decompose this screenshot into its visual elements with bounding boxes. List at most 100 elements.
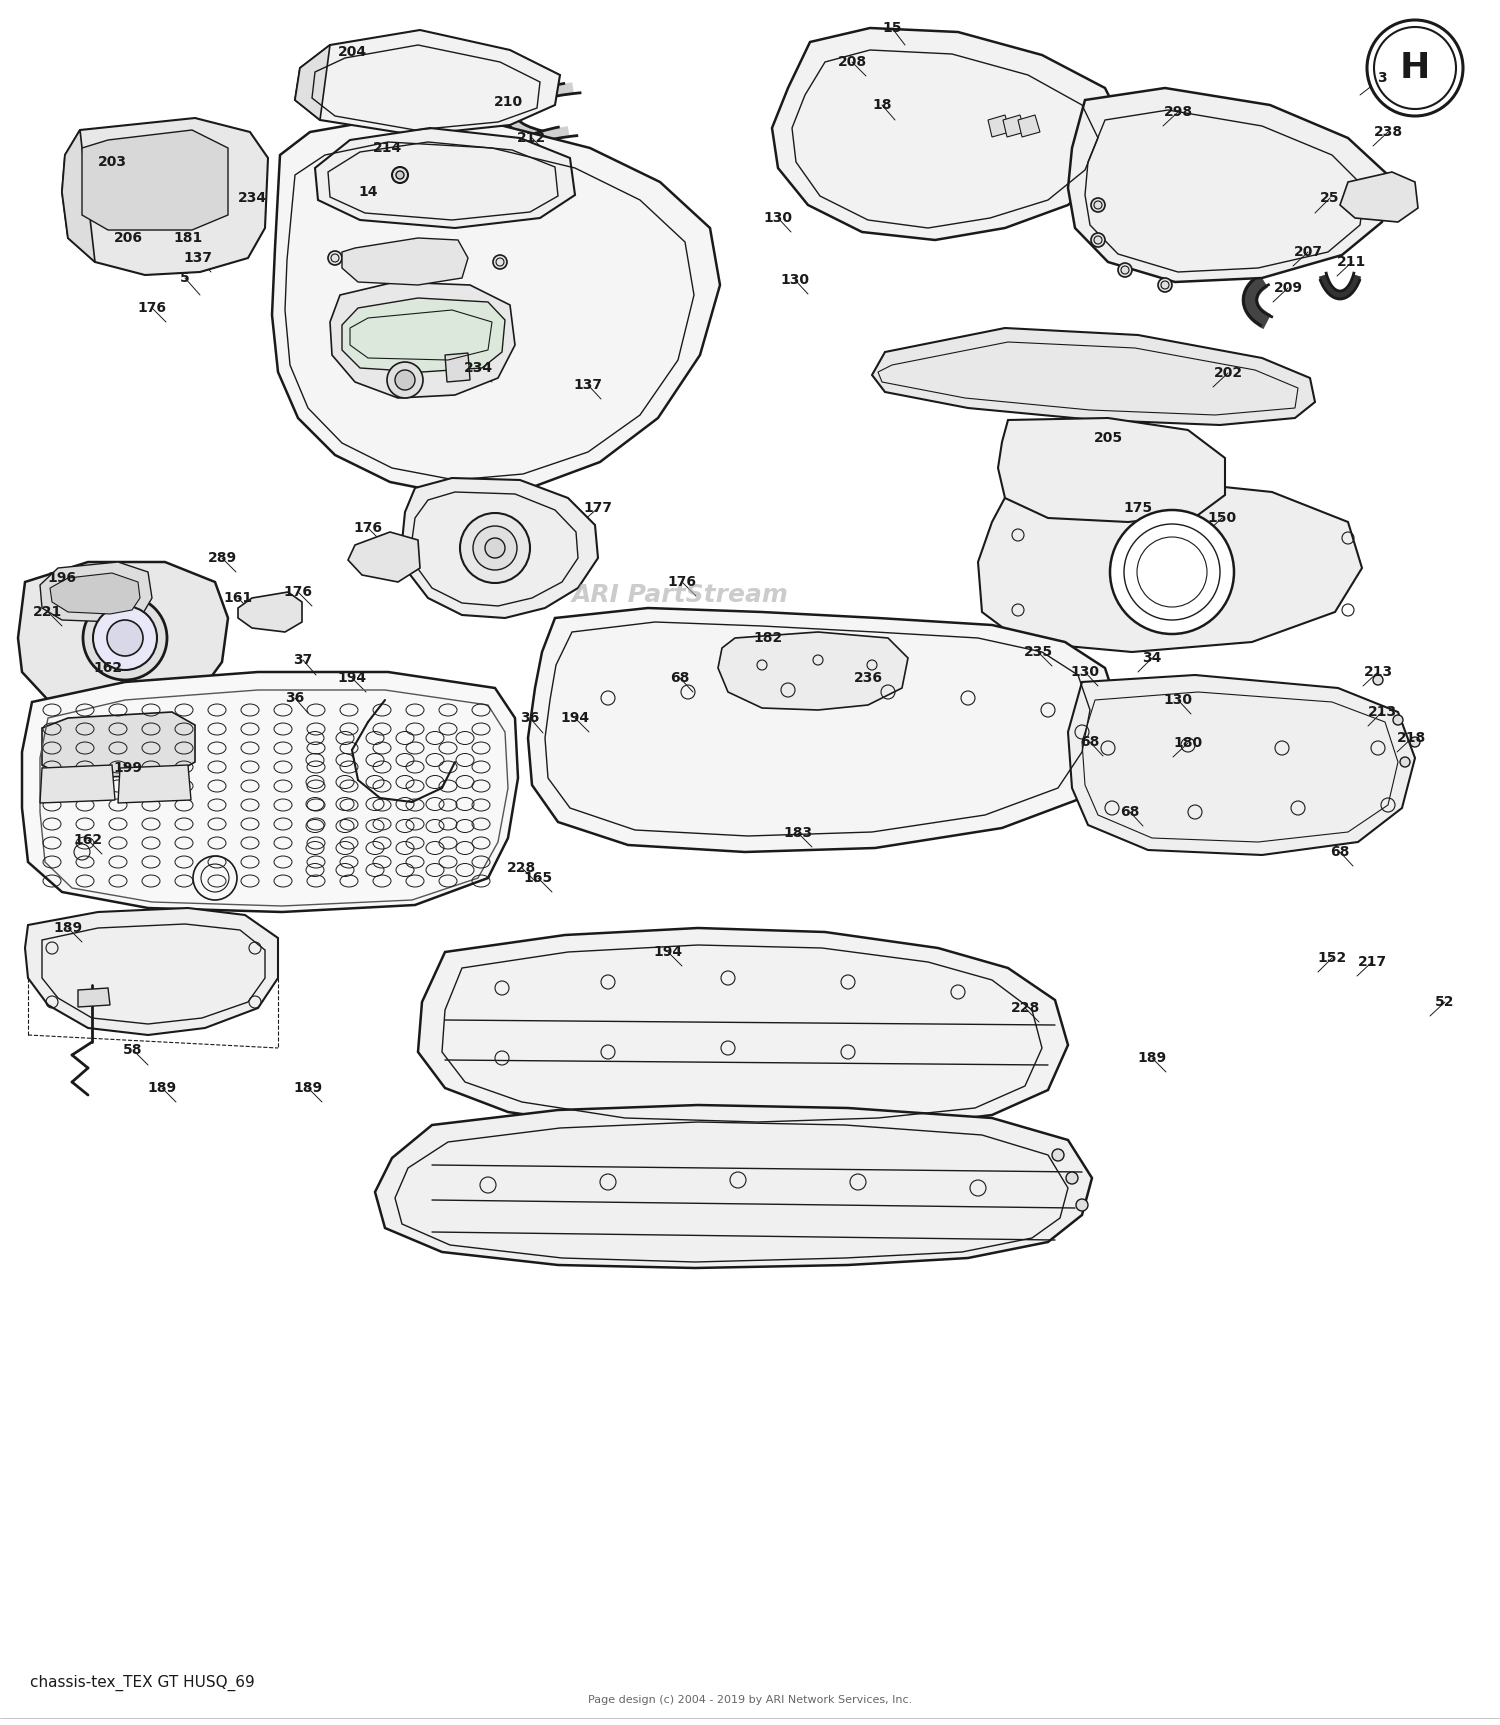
Polygon shape (988, 116, 1010, 136)
Text: 207: 207 (1293, 245, 1323, 259)
Circle shape (472, 526, 518, 569)
Circle shape (1158, 278, 1172, 292)
Text: 150: 150 (1208, 511, 1236, 524)
Text: 152: 152 (1317, 950, 1347, 964)
Text: 130: 130 (764, 210, 792, 224)
Text: 210: 210 (494, 95, 522, 109)
Circle shape (1400, 757, 1410, 768)
Text: 228: 228 (1011, 1000, 1040, 1014)
Polygon shape (78, 988, 110, 1007)
Circle shape (392, 167, 408, 183)
Text: 194: 194 (338, 671, 366, 685)
Text: 130: 130 (1164, 693, 1192, 707)
Text: H: H (1400, 52, 1429, 85)
Polygon shape (1068, 674, 1414, 856)
Circle shape (394, 369, 416, 390)
Text: 52: 52 (1436, 995, 1455, 1009)
Circle shape (82, 597, 166, 680)
Circle shape (93, 605, 158, 669)
Polygon shape (978, 478, 1362, 652)
Circle shape (1066, 1171, 1078, 1183)
Polygon shape (18, 562, 228, 714)
Text: 189: 189 (294, 1082, 322, 1095)
Text: 5: 5 (180, 271, 190, 285)
Text: 18: 18 (873, 98, 891, 112)
Text: 137: 137 (183, 252, 213, 266)
Polygon shape (772, 28, 1125, 240)
Polygon shape (342, 298, 506, 373)
Circle shape (106, 619, 142, 656)
Polygon shape (40, 764, 116, 804)
Polygon shape (42, 712, 195, 778)
Text: 68: 68 (1080, 735, 1100, 749)
Circle shape (1394, 714, 1402, 724)
Circle shape (1052, 1149, 1064, 1161)
Text: 238: 238 (1374, 124, 1402, 140)
Text: 214: 214 (374, 141, 402, 155)
Text: 189: 189 (54, 921, 82, 935)
Text: 36: 36 (285, 692, 304, 706)
Circle shape (1090, 233, 1106, 247)
Circle shape (1410, 737, 1420, 747)
Text: 58: 58 (123, 1044, 142, 1057)
Text: 213: 213 (1368, 706, 1396, 719)
Circle shape (1090, 198, 1106, 212)
Text: 68: 68 (1330, 845, 1350, 859)
Text: 180: 180 (1173, 737, 1203, 750)
Polygon shape (871, 328, 1316, 424)
Polygon shape (62, 129, 94, 262)
Text: chassis-tex_TEX GT HUSQ_69: chassis-tex_TEX GT HUSQ_69 (30, 1675, 255, 1690)
Text: 162: 162 (74, 833, 102, 847)
Text: 34: 34 (1143, 650, 1161, 666)
Text: 25: 25 (1320, 191, 1340, 205)
Text: 196: 196 (48, 571, 76, 585)
Text: 176: 176 (138, 300, 166, 316)
Polygon shape (26, 907, 278, 1035)
Text: 3: 3 (1377, 71, 1388, 85)
Text: 199: 199 (114, 761, 142, 775)
Polygon shape (1068, 88, 1388, 281)
Circle shape (1366, 21, 1462, 116)
Circle shape (1374, 28, 1456, 109)
Text: 165: 165 (524, 871, 552, 885)
Text: 177: 177 (584, 500, 612, 516)
Polygon shape (272, 117, 720, 495)
Text: 206: 206 (114, 231, 142, 245)
Text: 221: 221 (33, 605, 63, 619)
Text: 36: 36 (520, 711, 540, 724)
Circle shape (328, 252, 342, 266)
Text: 289: 289 (207, 550, 237, 566)
Polygon shape (238, 592, 302, 631)
Polygon shape (446, 354, 470, 381)
Text: 15: 15 (882, 21, 902, 34)
Text: 130: 130 (780, 273, 810, 286)
Text: 235: 235 (1023, 645, 1053, 659)
Polygon shape (22, 673, 518, 913)
Text: 183: 183 (783, 826, 813, 840)
Polygon shape (82, 129, 228, 229)
Polygon shape (348, 531, 420, 581)
Text: 68: 68 (670, 671, 690, 685)
Polygon shape (296, 45, 330, 121)
Circle shape (1118, 262, 1132, 278)
Text: 181: 181 (174, 231, 202, 245)
Text: 208: 208 (837, 55, 867, 69)
Text: 218: 218 (1398, 731, 1426, 745)
Text: 175: 175 (1124, 500, 1152, 516)
Text: 211: 211 (1338, 255, 1366, 269)
Text: Page design (c) 2004 - 2019 by ARI Network Services, Inc.: Page design (c) 2004 - 2019 by ARI Netwo… (588, 1696, 912, 1704)
Text: 14: 14 (358, 185, 378, 198)
Polygon shape (118, 764, 190, 804)
Polygon shape (315, 128, 574, 228)
Circle shape (396, 171, 404, 179)
Circle shape (1110, 511, 1234, 635)
Text: 202: 202 (1214, 366, 1242, 380)
Text: 189: 189 (147, 1082, 177, 1095)
Text: 194: 194 (561, 711, 590, 724)
Text: 213: 213 (1364, 666, 1392, 680)
Polygon shape (342, 238, 468, 285)
Text: 298: 298 (1164, 105, 1192, 119)
Text: 68: 68 (1120, 806, 1140, 819)
Polygon shape (402, 478, 598, 618)
Polygon shape (50, 573, 140, 614)
